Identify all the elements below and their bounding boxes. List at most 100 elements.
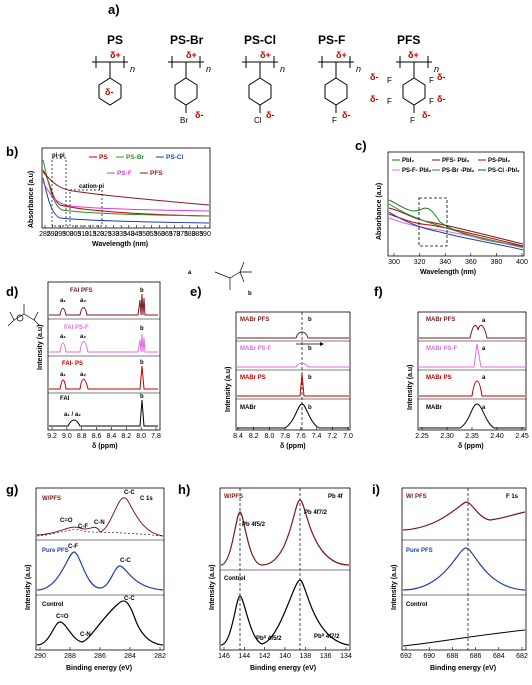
e-ticks-label: 7.6 [296, 433, 306, 440]
panel-g-xlabel: Binding energy (eV) [66, 665, 132, 672]
repeat-n-ps-f: n [356, 64, 361, 74]
f-ticks-label: 2.30 [440, 433, 454, 440]
panel-h-trace-wpfs [220, 499, 350, 566]
delta-plus-ps: δ+ [110, 50, 121, 60]
panel-e-ylabel: Intensity (a.u) [225, 366, 232, 412]
panel-h-title: Pb 4f [328, 494, 344, 500]
panel-e-label-mabr-ps: MABr PS [240, 375, 266, 381]
panel-h-peak-3: Pb⁰ 4f5/2 [256, 635, 282, 642]
panel-b-ylabel: Absorbance (a.u) [28, 171, 35, 228]
panel-d-trace-fai-ps [49, 365, 158, 390]
panel-d-ticks: 9.2 9.0 8.8 8.6 8.4 8.2 8.0 7.8 [47, 427, 161, 440]
panel-label-a: a) [108, 2, 120, 17]
panel-h-ylabel: Intensity (a.u) [209, 564, 216, 610]
structure-title-pfs: PFS [397, 33, 420, 47]
panel-e-xlabel: δ (ppm) [280, 443, 306, 450]
panel-b-trace-ps [42, 169, 210, 217]
b-ticks-label: 375 [176, 231, 188, 238]
e-ticks-label: 7.4 [312, 433, 322, 440]
panel-b-cation-pi-box [69, 189, 103, 227]
delta-minus-pfs-3: δ- [437, 72, 445, 82]
structure-title-ps-cl: PS-Cl [244, 33, 276, 47]
panel-b-trace-ps-br [42, 159, 210, 217]
h-ticks-label: 136 [320, 653, 332, 660]
panel-e-peak-b-1: b [308, 317, 312, 323]
panel-g-label-cn-3: C-N [80, 632, 91, 638]
panel-h: Intensity (a.u) Binding energy (eV) 146 1… [209, 487, 352, 672]
g-ticks-label: 286 [94, 653, 106, 660]
e-ticks-label: 7.0 [343, 433, 353, 440]
panel-d-label-fai-ps-f: FAI PS-F [64, 325, 89, 331]
panel-g-title: C 1s [140, 496, 153, 502]
panel-e-trace-mabr [237, 403, 349, 429]
e-ticks-label: 8.4 [233, 433, 243, 440]
f-ticks-label: 2.35 [465, 433, 479, 440]
panel-f-peak-a-2: a [482, 346, 486, 352]
f-ticks-label: 2.25 [415, 433, 429, 440]
panel-label-d: d) [6, 284, 18, 299]
panel-g-trace-control [36, 600, 164, 646]
panel-b-legend-pfs: PFS [150, 170, 163, 177]
panel-b-ticks: 2852902953003053103153203253303353403453… [39, 225, 211, 238]
panel-d-peak-a2-1: a₂ [80, 298, 86, 304]
substituent-pfs-3: F [429, 76, 434, 85]
panel-c-trace-pfs-pbi2 [388, 207, 524, 245]
panel-d-peak-a1a2: a₁ / a₂ [64, 412, 81, 418]
panel-label-b: b) [6, 144, 18, 159]
panel-i-ticks: 692 690 688 686 684 682 [400, 647, 528, 660]
b-ticks-label: 300 [62, 231, 74, 238]
panel-f-peak-a-3: a [482, 375, 486, 381]
panel-label-c: c) [355, 138, 367, 153]
panel-c-ylabel: Absorbance (a.u) [376, 183, 383, 240]
delta-minus-ps-f: δ- [342, 110, 350, 120]
panel-d-label-fai-ps: FAI- PS [62, 361, 83, 367]
b-ticks-label: 335 [115, 231, 127, 238]
substituent-br: Br [180, 116, 188, 125]
panel-i-trace-control [402, 629, 526, 647]
panel-e-label-mabr-pfs: MABr PFS [240, 317, 269, 323]
d-ticks-label: 8.2 [121, 433, 131, 440]
repeat-n-ps-cl: n [280, 64, 285, 74]
b-ticks-label: 360 [153, 231, 165, 238]
panel-e-trace-mabr-ps-f [237, 362, 349, 368]
c-ticks-label: 340 [439, 259, 451, 266]
delta-minus-pfs-1: δ- [370, 72, 378, 82]
panel-i-title: F 1s [506, 494, 519, 500]
panel-d-peak-a1-2: a₁ [60, 334, 66, 340]
b-ticks-label: 285 [39, 231, 51, 238]
panel-g-label-cf-1: C-F [78, 524, 88, 530]
panel-i-label-wpfs: W/ PFS [406, 494, 427, 500]
panel-g-label-wpfs: W/PFS [42, 496, 61, 502]
panel-b-trace-ps-cl [42, 177, 210, 224]
structure-ps-br: PS-Br δ+ δ- Br n [168, 33, 211, 125]
b-ticks-label: 310 [77, 231, 89, 238]
panel-d-label-fai-pfs: FAI PFS [70, 288, 93, 294]
b-ticks-label: 350 [138, 231, 150, 238]
i-ticks-label: 682 [516, 653, 528, 660]
panel-d-peak-a1-1: a₁ [60, 298, 66, 304]
c-ticks-label: 320 [414, 259, 426, 266]
panel-i-xlabel: Binding energy (eV) [430, 665, 496, 672]
panel-f-label-mabr: MABr [426, 405, 443, 411]
panel-g-label-cc-1: C-C [124, 490, 135, 496]
substituent-f: F [332, 116, 337, 125]
delta-minus-pfs-5: δ- [422, 110, 430, 120]
panel-e-peak-b-3: b [308, 375, 312, 381]
panel-i-label-control: Control [406, 602, 428, 608]
structures: PS δ+ δ- n PS-Br δ+ δ- Br n PS-Cl δ+ δ- … [92, 33, 445, 125]
b-ticks-label: 345 [131, 231, 143, 238]
panel-f-peak-a-1: a [482, 318, 486, 324]
panel-h-xlabel: Binding energy (eV) [250, 665, 316, 672]
panel-f-trace-mabr-ps-f [419, 343, 525, 368]
d-ticks-label: 8.6 [92, 433, 102, 440]
c-ticks-label: 300 [388, 259, 400, 266]
substituent-cl: Cl [254, 116, 262, 125]
e-ticks-label: 8.2 [249, 433, 259, 440]
panel-g-label-co-3: C=O [56, 614, 69, 620]
delta-minus-ps-br: δ- [195, 110, 203, 120]
b-ticks-label: 390 [199, 231, 211, 238]
panel-c-legend-ps-pbi2: PS-PbI₂ [488, 158, 510, 164]
structure-pfs: PFS δ+ δ- δ- δ- δ- δ- F F F F F n [370, 33, 445, 125]
panel-d-xlabel: δ (ppm) [92, 443, 118, 450]
